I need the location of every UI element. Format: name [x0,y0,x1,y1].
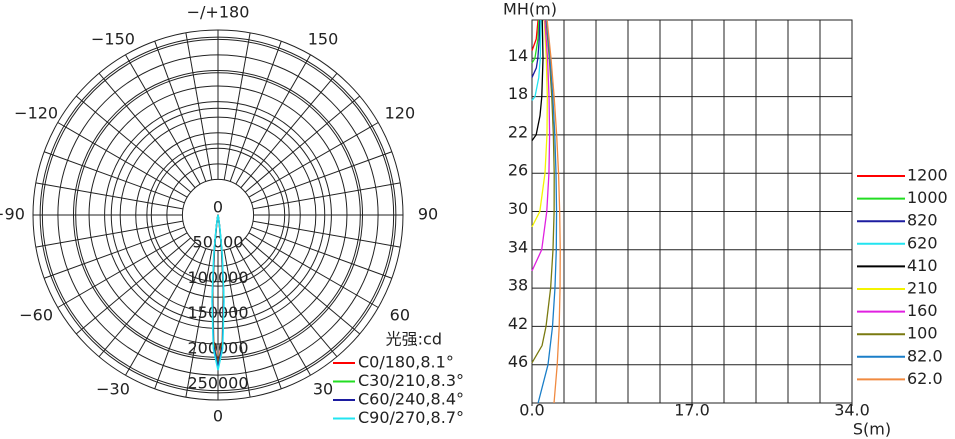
isoline [531,19,540,64]
isoline [537,19,558,404]
spoke [57,122,188,198]
x-tick-label: 0.0 [519,401,544,420]
isoline [531,19,539,51]
r-grid [181,178,255,252]
r-grid [75,72,361,358]
y-tick-label: 42 [508,314,528,333]
angle-label: −30 [96,379,130,398]
r-grid [146,143,290,287]
isoline [531,19,555,364]
spoke [248,232,379,308]
angle-label: 60 [390,306,410,325]
isoline [531,19,541,78]
legend-label: C30/210,8.3° [358,371,464,390]
r-grid [39,36,397,394]
legend-label: 100 [907,324,938,343]
y-tick-label: 30 [508,199,528,218]
spoke [235,54,311,185]
r-tick-label: 150000 [187,303,248,322]
angle-label: 90 [418,205,438,224]
ring [88,85,348,345]
spoke [125,54,201,185]
y-tick-label: 22 [508,122,528,141]
legend-label: 410 [907,256,938,275]
legend-label: C90/270,8.7° [358,408,464,427]
angle-label: −60 [19,306,53,325]
angle-label: −90 [0,205,25,224]
angle-label: 150 [308,30,339,49]
legend-label: 82.0 [907,346,943,365]
ring [150,147,286,283]
ring [119,116,317,314]
ring [57,54,379,376]
spoke [248,122,379,198]
r-tick-label: 50000 [193,233,244,252]
angle-label: 0 [213,407,223,426]
r-tick-label: 250000 [187,374,248,393]
legend-label: 210 [907,279,938,298]
ring [72,69,364,361]
angle-label: 30 [313,379,333,398]
angle-label: −/+180 [187,3,250,22]
isoline [546,19,561,404]
legend-label: 160 [907,301,938,320]
isoline [531,19,542,101]
intensity-curve [211,215,225,371]
angle-label: 120 [385,104,416,123]
legend-label: 820 [907,211,938,230]
legend-label: 620 [907,233,938,252]
legend-label: C60/240,8.4° [358,390,464,409]
r-tick-label: 200000 [187,338,248,357]
ring [135,132,301,298]
x-axis-label: S(m) [853,420,891,439]
y-tick-label: 34 [508,237,528,256]
isoline [531,19,548,228]
angle-label: −120 [14,104,58,123]
legend-title: 光强:cd [386,330,442,349]
legend-label: 1000 [907,188,948,207]
y-tick-label: 38 [508,276,528,295]
ring [166,163,270,267]
ring [41,38,395,392]
x-tick-label: 34.0 [834,401,870,420]
r-tick-label: 100000 [187,268,248,287]
y-tick-label: 18 [508,84,528,103]
y-axis-label: MH(m) [503,0,557,19]
y-tick-label: 46 [508,352,528,371]
y-tick-label: 14 [508,46,528,65]
angle-label: −150 [91,30,135,49]
y-tick-label: 26 [508,161,528,180]
spoke [57,232,188,308]
ring [104,101,332,329]
legend-label: 62.0 [907,369,943,388]
isoline [531,19,551,272]
legend-label: 1200 [907,166,948,185]
x-tick-label: 17.0 [674,401,710,420]
isoline [531,19,544,142]
r-tick-label: 0 [213,198,223,217]
r-grid [110,107,326,323]
legend-label: C0/180,8.1° [358,353,454,372]
